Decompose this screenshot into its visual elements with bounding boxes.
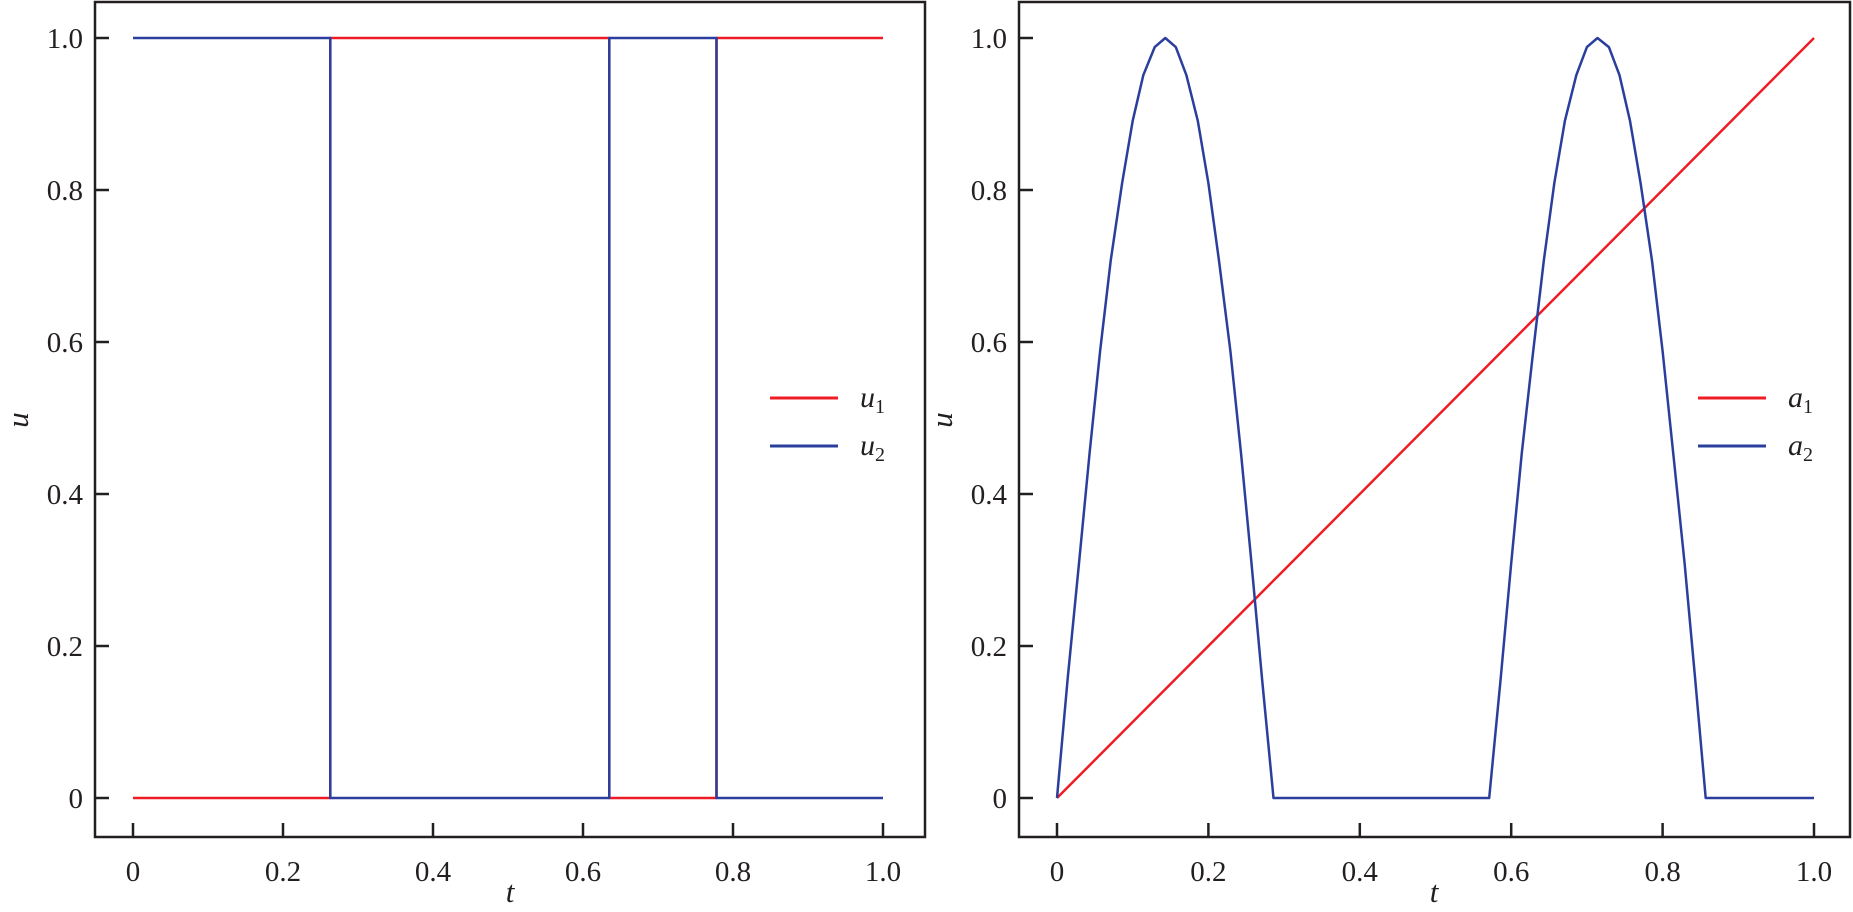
legend-entry: u1 <box>860 381 885 418</box>
series-line-a2 <box>1055 36 1814 800</box>
series-line-u2 <box>133 36 883 800</box>
legend-name: u <box>860 429 875 462</box>
y-tick-label: 0.4 <box>47 479 84 511</box>
series-line-a1 <box>1056 37 1815 799</box>
legend-subscript: 2 <box>1803 444 1813 466</box>
x-tick-label: 0.8 <box>715 856 751 888</box>
x-tick-label: 0.6 <box>1493 856 1529 888</box>
legend-name: a <box>1788 429 1803 462</box>
legend-name: u <box>860 381 875 414</box>
legend-entry: u2 <box>860 429 885 466</box>
y-axis-label: u <box>0 412 35 428</box>
y-tick-label: 0.8 <box>47 175 83 207</box>
y-tick-label: 0.4 <box>971 479 1008 511</box>
y-tick-label: 1.0 <box>971 23 1007 55</box>
x-tick-label: 0.2 <box>1190 856 1226 888</box>
y-tick-label: 0.8 <box>971 175 1007 207</box>
x-axis-label: t <box>1430 874 1440 909</box>
x-tick-label: 0 <box>126 856 141 888</box>
y-tick-label: 0 <box>69 783 84 815</box>
y-tick-label: 0.2 <box>47 631 83 663</box>
x-tick-label: 0.8 <box>1644 856 1680 888</box>
x-tick-label: 1.0 <box>865 856 901 888</box>
legend-subscript: 1 <box>1803 396 1813 418</box>
legend-entry: a2 <box>1788 429 1813 466</box>
x-tick-label: 0 <box>1050 856 1065 888</box>
legend-entry: a1 <box>1788 381 1813 418</box>
plot-frame <box>1017 0 1852 839</box>
x-tick-label: 1.0 <box>1796 856 1832 888</box>
series-line-u1 <box>133 36 883 800</box>
x-tick-label: 0.6 <box>565 856 601 888</box>
legend-subscript: 1 <box>875 396 885 418</box>
plot-frame <box>93 0 927 839</box>
y-tick-label: 0.2 <box>971 631 1007 663</box>
legend-subscript: 2 <box>875 444 885 466</box>
x-tick-label: 0.2 <box>265 856 301 888</box>
legend-name: a <box>1788 381 1803 414</box>
x-tick-label: 0.4 <box>415 856 452 888</box>
x-axis-label: t <box>506 874 516 909</box>
y-tick-label: 0 <box>993 783 1008 815</box>
x-tick-label: 0.4 <box>1342 856 1379 888</box>
y-tick-label: 0.6 <box>971 327 1007 359</box>
y-axis-label: u <box>924 412 959 428</box>
y-tick-label: 0.6 <box>47 327 83 359</box>
y-tick-label: 1.0 <box>47 23 83 55</box>
